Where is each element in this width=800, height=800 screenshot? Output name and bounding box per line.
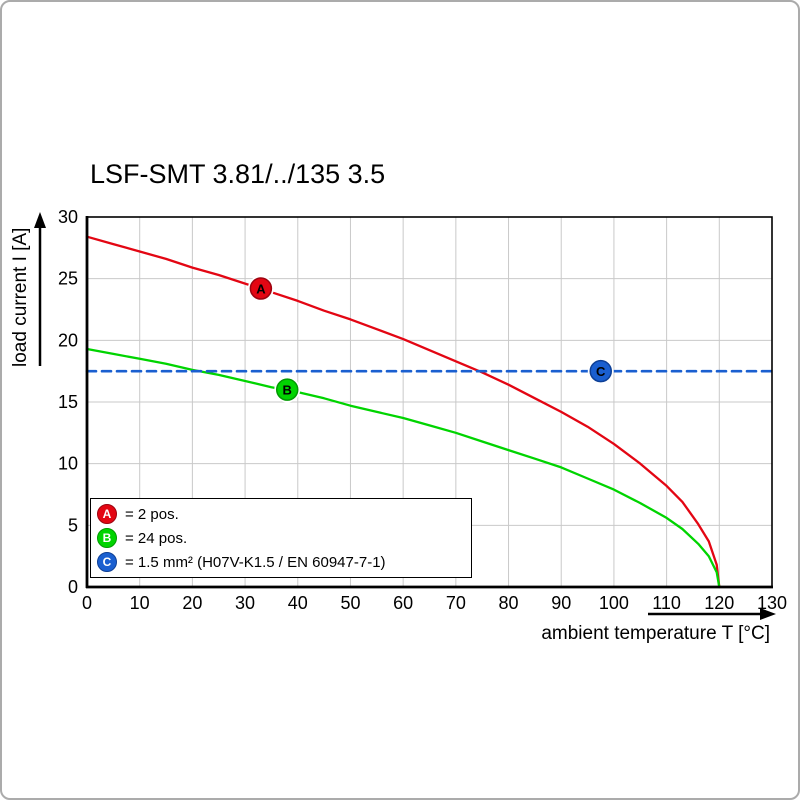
x-tick-label: 80	[499, 593, 519, 613]
legend-marker-C-icon: C	[97, 552, 117, 572]
x-tick-label: 10	[130, 593, 150, 613]
legend-row-B: B = 24 pos.	[97, 526, 465, 550]
x-tick-label: 0	[82, 593, 92, 613]
y-tick-label: 20	[58, 330, 78, 350]
legend-marker-B-icon: B	[97, 528, 117, 548]
y-tick-label: 25	[58, 269, 78, 289]
y-tick-label: 5	[68, 515, 78, 535]
legend-marker-A-icon: A	[97, 504, 117, 524]
y-tick-label: 15	[58, 392, 78, 412]
svg-text:A: A	[256, 282, 266, 297]
axis-border-layer	[85, 216, 773, 589]
marker-C: C	[587, 358, 614, 385]
x-tick-label: 130	[757, 593, 787, 613]
y-axis-title: load current I [A]	[10, 227, 31, 367]
legend-label-B: = 24 pos.	[125, 529, 188, 547]
x-tick-label: 40	[288, 593, 308, 613]
tick-label-layer: 0 10 20 30 40 50 60 70 80 90 100 110 120 130 0 5 10 15 20 2…	[58, 207, 787, 613]
x-tick-label: 110	[652, 593, 681, 613]
curve-B	[85, 347, 721, 589]
y-axis-arrow-icon	[34, 212, 46, 366]
x-tick-label: 50	[340, 593, 360, 613]
x-tick-label: 60	[393, 593, 413, 613]
svg-text:C: C	[596, 364, 606, 379]
marker-A: A	[247, 275, 274, 302]
marker-B: B	[274, 376, 301, 403]
x-axis-title: ambient temperature T [°C]	[541, 623, 770, 644]
y-tick-label: 30	[58, 207, 78, 227]
x-tick-label: 20	[182, 593, 202, 613]
marker-layer: A B C	[247, 275, 614, 403]
legend-label-C: = 1.5 mm² (H07V-K1.5 / EN 60947-7-1)	[125, 553, 386, 571]
svg-text:B: B	[283, 383, 292, 398]
legend-row-C: C = 1.5 mm² (H07V-K1.5 / EN 60947-7-1)	[97, 550, 465, 574]
x-tick-label: 100	[599, 593, 629, 613]
series-layer	[85, 235, 774, 589]
x-tick-label: 70	[446, 593, 466, 613]
y-tick-label: 0	[68, 577, 78, 597]
x-tick-label: 90	[551, 593, 571, 613]
legend-row-A: A = 2 pos.	[97, 502, 465, 526]
legend-label-A: = 2 pos.	[125, 505, 179, 523]
legend: A = 2 pos. B = 24 pos. C = 1.5 mm² (H07V-K1.5…	[90, 498, 472, 578]
y-tick-label: 10	[58, 454, 78, 474]
curve-A	[85, 235, 721, 589]
x-tick-label: 30	[235, 593, 255, 613]
x-axis-arrow-icon	[648, 608, 776, 620]
x-tick-label: 120	[704, 593, 734, 613]
chart-title: LSF-SMT 3.81/../135 3.5	[90, 159, 386, 189]
